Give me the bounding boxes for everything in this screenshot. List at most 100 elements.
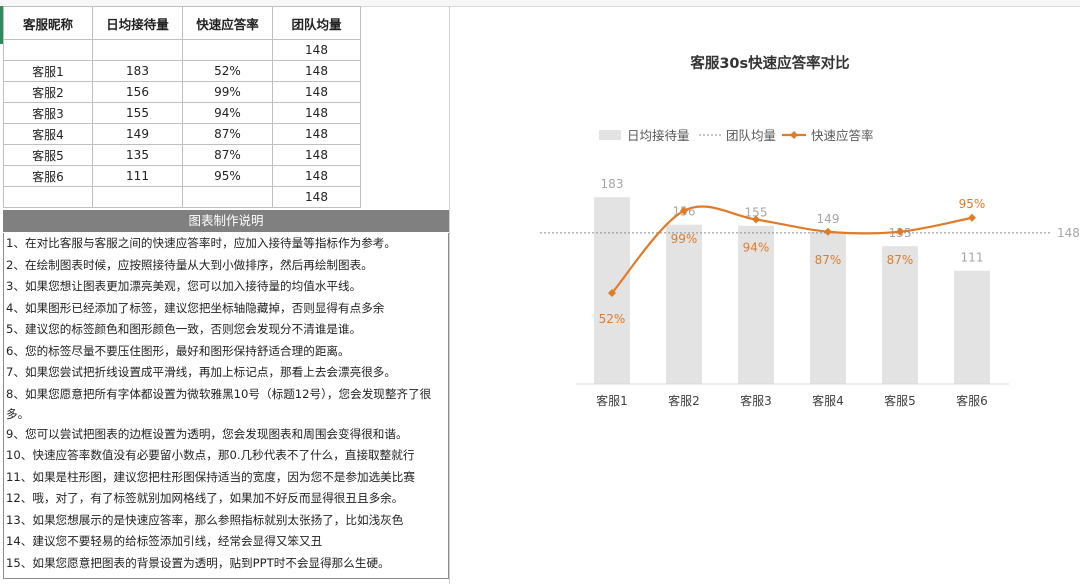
x-tick-label: 客服3	[740, 393, 772, 408]
legend-label: 团队均量	[726, 128, 776, 143]
table-cell[interactable]: 客服1	[3, 60, 93, 82]
note-line: 9、您可以尝试把图表的边框设置为透明，您会发现图表和周围会变得很和谐。	[6, 426, 408, 441]
table-cell[interactable]: 148	[272, 186, 361, 208]
rate-label: 87%	[887, 253, 914, 267]
rate-label: 94%	[743, 241, 770, 255]
table-cell[interactable]: 52%	[182, 60, 273, 82]
table-row: 客服3 155 94% 148	[3, 102, 361, 124]
rate-label: 52%	[599, 312, 626, 326]
team-average-label: 148	[1057, 226, 1080, 240]
data-table: 客服昵称 日均接待量 快速应答率 团队均量 148 客服1 183 52% 148 客服2…	[3, 6, 361, 208]
table-cell[interactable]: 183	[92, 60, 183, 82]
chart-title: 客服30s快速应答率对比	[689, 54, 849, 72]
note-line: 10、快速应答率数值没有必要留小数点，那0.几秒代表不了什么，直接取整就行	[6, 448, 415, 462]
table-cell[interactable]: 客服2	[3, 81, 93, 103]
rate-point	[968, 213, 976, 222]
rate-point	[680, 206, 688, 215]
table-row: 148	[3, 186, 361, 208]
table-body: 148 客服1 183 52% 148 客服2 156 99% 148 客服3 155 94% 148 客…	[3, 39, 361, 208]
data-panel: 客服昵称 日均接待量 快速应答率 团队均量 148 客服1 183 52% 148 客服2…	[0, 0, 450, 584]
note-line: 13、如果您想展示的是快速应答率，那么参照指标就别太张扬了，比如浅灰色	[6, 512, 404, 527]
table-cell[interactable]	[182, 186, 273, 208]
table-cell[interactable]: 148	[272, 165, 361, 187]
bar-label: 111	[961, 251, 984, 265]
table-row: 客服2 156 99% 148	[3, 81, 361, 103]
bar	[810, 231, 846, 384]
reference-line-layer: 148	[540, 226, 1080, 240]
table-cell[interactable]: 148	[272, 81, 361, 103]
table-cell[interactable]: 87%	[182, 123, 273, 145]
note-line: 4、如果图形已经添加了标签，建议您把坐标轴隐藏掉，否则显得有点多余	[6, 300, 385, 315]
table-cell[interactable]: 135	[92, 144, 183, 166]
x-tick-label: 客服4	[812, 393, 844, 408]
table-cell[interactable]: 148	[272, 123, 361, 145]
notes-panel: 1、在对比客服与客服之间的快速应答率时，应加入接待量等指标作为参考。 2、在绘制图…	[3, 233, 449, 579]
rate-point	[824, 227, 832, 236]
active-cell-marker	[0, 6, 3, 44]
note-line: 14、建议您不要轻易的给标签添加引线，经常会显得又笨又丑	[6, 534, 323, 548]
x-tick-label: 客服1	[596, 393, 628, 408]
rate-label: 87%	[815, 253, 842, 267]
note-line: 5、建议您的标签颜色和图形颜色一致，否则您会发现分不清谁是谁。	[6, 322, 362, 336]
table-cell[interactable]	[182, 39, 273, 61]
table-cell[interactable]: 87%	[182, 144, 273, 166]
table-cell[interactable]: 客服4	[3, 123, 93, 145]
note-line: 15、如果您愿意把图表的背景设置为透明，贴到PPT时不会显得那么生硬。	[6, 555, 390, 570]
table-cell[interactable]: 148	[272, 144, 361, 166]
table-row: 客服1 183 52% 148	[3, 60, 361, 82]
note-line: 3、如果您想让图表更加漂亮美观，您可以加入接待量的均值水平线。	[6, 279, 362, 293]
note-line: 12、哦，对了，有了标签就别加网格线了，如果加不好反而显得很丑且多余。	[6, 491, 404, 505]
table-cell[interactable]: 155	[92, 102, 183, 124]
x-tick-label: 客服5	[884, 393, 916, 408]
table-cell[interactable]	[92, 39, 183, 61]
legend-label: 日均接待量	[627, 128, 690, 143]
table-row: 客服5 135 87% 148	[3, 144, 361, 166]
table-cell[interactable]	[3, 186, 93, 208]
x-axis: 客服1 客服2 客服3 客服4 客服5 客服6	[576, 383, 1009, 408]
bars-layer: 183156155149135111	[594, 177, 990, 384]
rate-label: 95%	[959, 197, 986, 211]
note-line: 8、如果您愿意把所有字体都设置为微软雅黑10号（标题12号），您会发现整齐了很多…	[6, 386, 432, 421]
table-cell[interactable]: 111	[92, 165, 183, 187]
bar	[954, 270, 990, 384]
header-cell[interactable]: 快速应答率	[182, 6, 273, 40]
header-cell[interactable]: 客服昵称	[3, 6, 93, 40]
table-cell[interactable]: 94%	[182, 102, 273, 124]
table-cell[interactable]: 客服6	[3, 165, 93, 187]
column-divider	[449, 6, 450, 584]
header-cell[interactable]: 日均接待量	[92, 6, 183, 40]
note-line: 1、在对比客服与客服之间的快速应答率时，应加入接待量等指标作为参考。	[6, 236, 396, 250]
rate-line-layer: 52% 99% 94% 87% 87% 95%	[599, 197, 986, 326]
table-cell[interactable]	[92, 186, 183, 208]
table-cell[interactable]: 95%	[182, 165, 273, 187]
table-cell[interactable]: 99%	[182, 81, 273, 103]
note-line: 2、在绘制图表时候，应按照接待量从大到小做排序，然后再绘制图表。	[6, 257, 373, 272]
bar-label: 155	[745, 206, 768, 220]
rate-point	[608, 289, 616, 297]
legend-label: 快速应答率	[811, 128, 874, 143]
table-cell[interactable]: 149	[92, 123, 183, 145]
note-line: 7、如果您尝试把折线设置成平滑线，再加上标记点，那看上去会漂亮很多。	[6, 365, 396, 379]
bar-label: 149	[817, 212, 840, 226]
table-cell[interactable]: 148	[272, 39, 361, 61]
table-cell[interactable]: 客服3	[3, 102, 93, 124]
table-cell[interactable]: 148	[272, 102, 361, 124]
table-cell[interactable]: 客服5	[3, 144, 93, 166]
table-cell[interactable]: 156	[92, 81, 183, 103]
table-cell[interactable]	[3, 39, 93, 61]
table-row: 客服4 149 87% 148	[3, 123, 361, 145]
bar	[666, 224, 702, 384]
legend-bar-swatch	[599, 130, 621, 140]
rate-label: 99%	[671, 232, 698, 246]
table-cell[interactable]: 148	[272, 60, 361, 82]
x-tick-label: 客服2	[668, 393, 700, 408]
rate-line	[611, 205, 973, 294]
x-tick-label: 客服6	[956, 393, 988, 408]
table-row: 148	[3, 39, 361, 61]
bar	[882, 246, 918, 384]
notes-header: 图表制作说明	[3, 210, 449, 232]
sheet-header-strip	[0, 0, 1080, 7]
header-cell[interactable]: 团队均量	[272, 6, 361, 40]
legend: 日均接待量 团队均量 快速应答率	[599, 128, 874, 143]
